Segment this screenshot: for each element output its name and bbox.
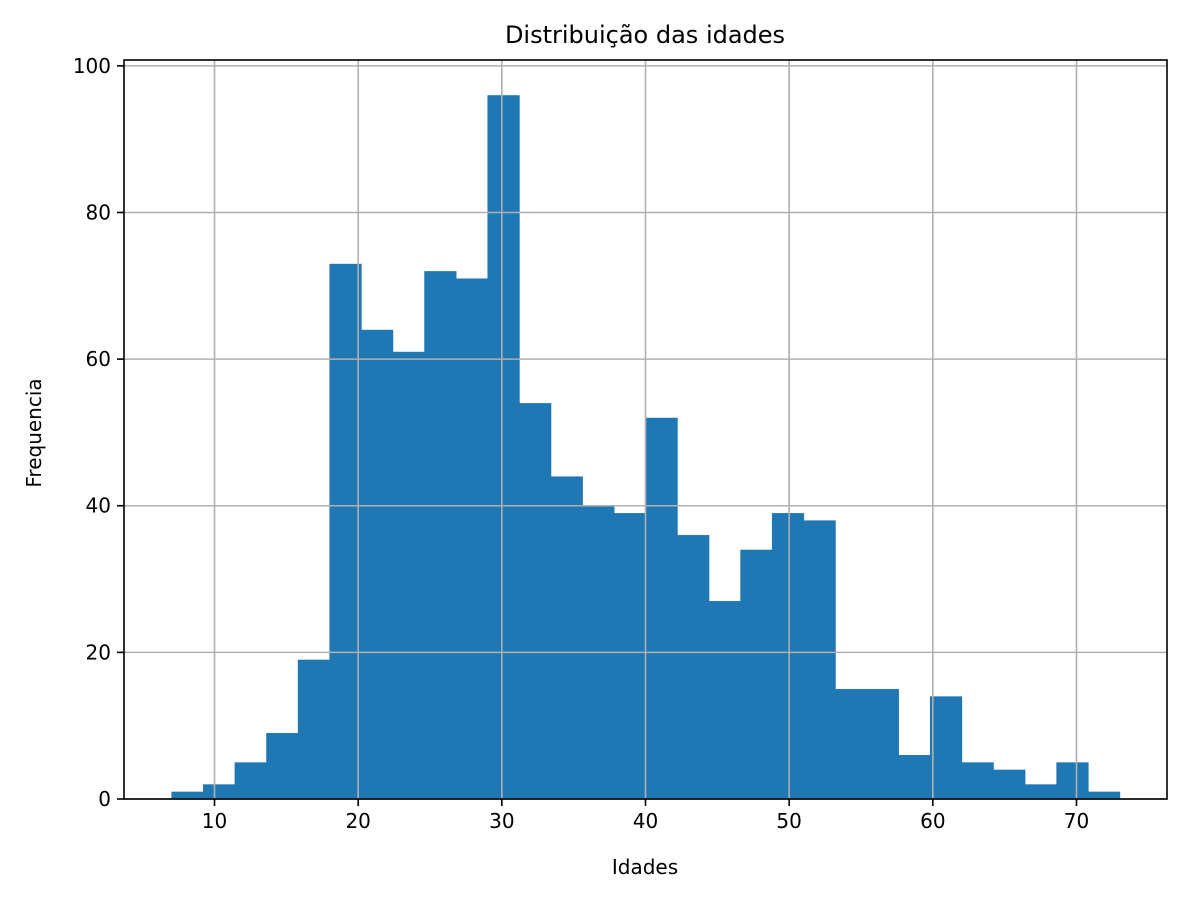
histogram-bar-22 [866, 689, 899, 799]
y-tick-label: 60 [86, 347, 111, 371]
y-tick-label: 80 [86, 200, 111, 224]
bars [171, 95, 1121, 800]
grid-lines [124, 60, 1167, 800]
histogram-bar-26 [993, 769, 1026, 799]
histogram-bar-23 [898, 755, 931, 799]
x-tick-label: 20 [345, 809, 370, 833]
histogram-bar-19 [771, 513, 805, 799]
histogram-bar-5 [329, 263, 362, 799]
x-tick-label: 40 [633, 809, 658, 833]
x-tick-label: 10 [202, 809, 227, 833]
x-axis-label: Idades [612, 855, 678, 879]
y-axis-label: Frequencia [22, 378, 46, 487]
x-tick-label: 30 [489, 809, 514, 833]
histogram-bar-0 [171, 791, 204, 799]
histogram-bar-7 [392, 351, 425, 799]
histogram-bar-21 [835, 689, 868, 799]
histogram-bar-16 [677, 535, 710, 799]
x-axis-ticks: 10 20 30 40 50 60 70 [202, 799, 1089, 833]
histogram-bar-24 [929, 696, 963, 799]
y-tick-label: 0 [98, 787, 111, 811]
y-tick-label: 100 [73, 54, 111, 78]
histogram-bar-17 [708, 601, 741, 799]
histogram-bar-10 [487, 95, 520, 799]
histogram-bar-15 [645, 417, 678, 799]
histogram-bar-1 [203, 784, 236, 799]
x-tick-label: 70 [1064, 809, 1089, 833]
histogram-bar-18 [740, 549, 773, 799]
y-axis-ticks: 0 20 40 60 80 100 [73, 54, 124, 811]
x-tick-label: 50 [776, 809, 801, 833]
histogram-bar-14 [613, 513, 647, 799]
histogram-bar-6 [361, 329, 394, 799]
histogram-bar-20 [803, 520, 836, 799]
histogram-bar-2 [234, 762, 267, 799]
chart-title: Distribuição das idades [505, 21, 785, 49]
y-tick-label: 20 [86, 640, 111, 664]
histogram-bar-29 [1087, 791, 1121, 799]
histogram-bar-4 [297, 659, 331, 799]
histogram-bar-25 [961, 762, 994, 799]
histogram-bar-28 [1056, 762, 1089, 799]
x-tick-label: 60 [920, 809, 945, 833]
histogram-bar-9 [455, 278, 489, 800]
histogram-bar-12 [550, 476, 583, 799]
histogram-bar-3 [266, 733, 299, 799]
histogram-bar-11 [519, 403, 552, 799]
y-tick-label: 40 [86, 494, 111, 518]
histogram-bar-8 [424, 271, 457, 799]
histogram-bar-27 [1024, 784, 1057, 799]
